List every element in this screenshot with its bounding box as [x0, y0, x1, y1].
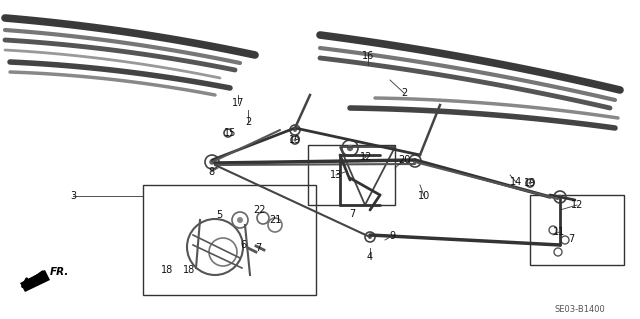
Text: 2: 2 — [401, 88, 407, 98]
Text: 12: 12 — [360, 152, 372, 162]
Circle shape — [293, 128, 297, 132]
Polygon shape — [20, 270, 50, 292]
Text: 7: 7 — [255, 243, 261, 253]
Text: 21: 21 — [269, 215, 281, 225]
Text: 12: 12 — [571, 200, 583, 210]
Text: 10: 10 — [418, 191, 430, 201]
Circle shape — [294, 138, 296, 142]
Circle shape — [413, 159, 417, 163]
Text: FR.: FR. — [50, 267, 69, 277]
Text: 7: 7 — [349, 209, 355, 219]
Text: 2: 2 — [245, 117, 251, 127]
Text: 19: 19 — [524, 178, 536, 188]
Text: SE03-B1400: SE03-B1400 — [555, 306, 605, 315]
Text: 13: 13 — [330, 170, 342, 180]
Text: 8: 8 — [208, 167, 214, 177]
Text: 19: 19 — [289, 135, 301, 145]
Text: 14: 14 — [510, 177, 522, 187]
Text: 11: 11 — [553, 227, 565, 237]
Text: 5: 5 — [216, 210, 222, 220]
Circle shape — [557, 195, 563, 199]
Text: 15: 15 — [224, 128, 236, 138]
Text: 9: 9 — [389, 231, 395, 241]
Circle shape — [347, 145, 353, 151]
Text: 18: 18 — [161, 265, 173, 275]
Text: 6: 6 — [240, 240, 246, 250]
Bar — [530, 195, 624, 265]
Bar — [143, 185, 316, 295]
Text: 20: 20 — [398, 155, 410, 165]
Text: 18: 18 — [183, 265, 195, 275]
Circle shape — [529, 182, 531, 184]
Text: 17: 17 — [232, 98, 244, 108]
Circle shape — [209, 159, 215, 165]
Bar — [308, 145, 395, 205]
Text: 16: 16 — [362, 51, 374, 61]
Text: 3: 3 — [70, 191, 76, 201]
Text: 7: 7 — [568, 234, 574, 244]
Text: 22: 22 — [253, 205, 266, 215]
Circle shape — [368, 235, 372, 239]
Text: 4: 4 — [367, 252, 373, 262]
Circle shape — [237, 217, 243, 223]
